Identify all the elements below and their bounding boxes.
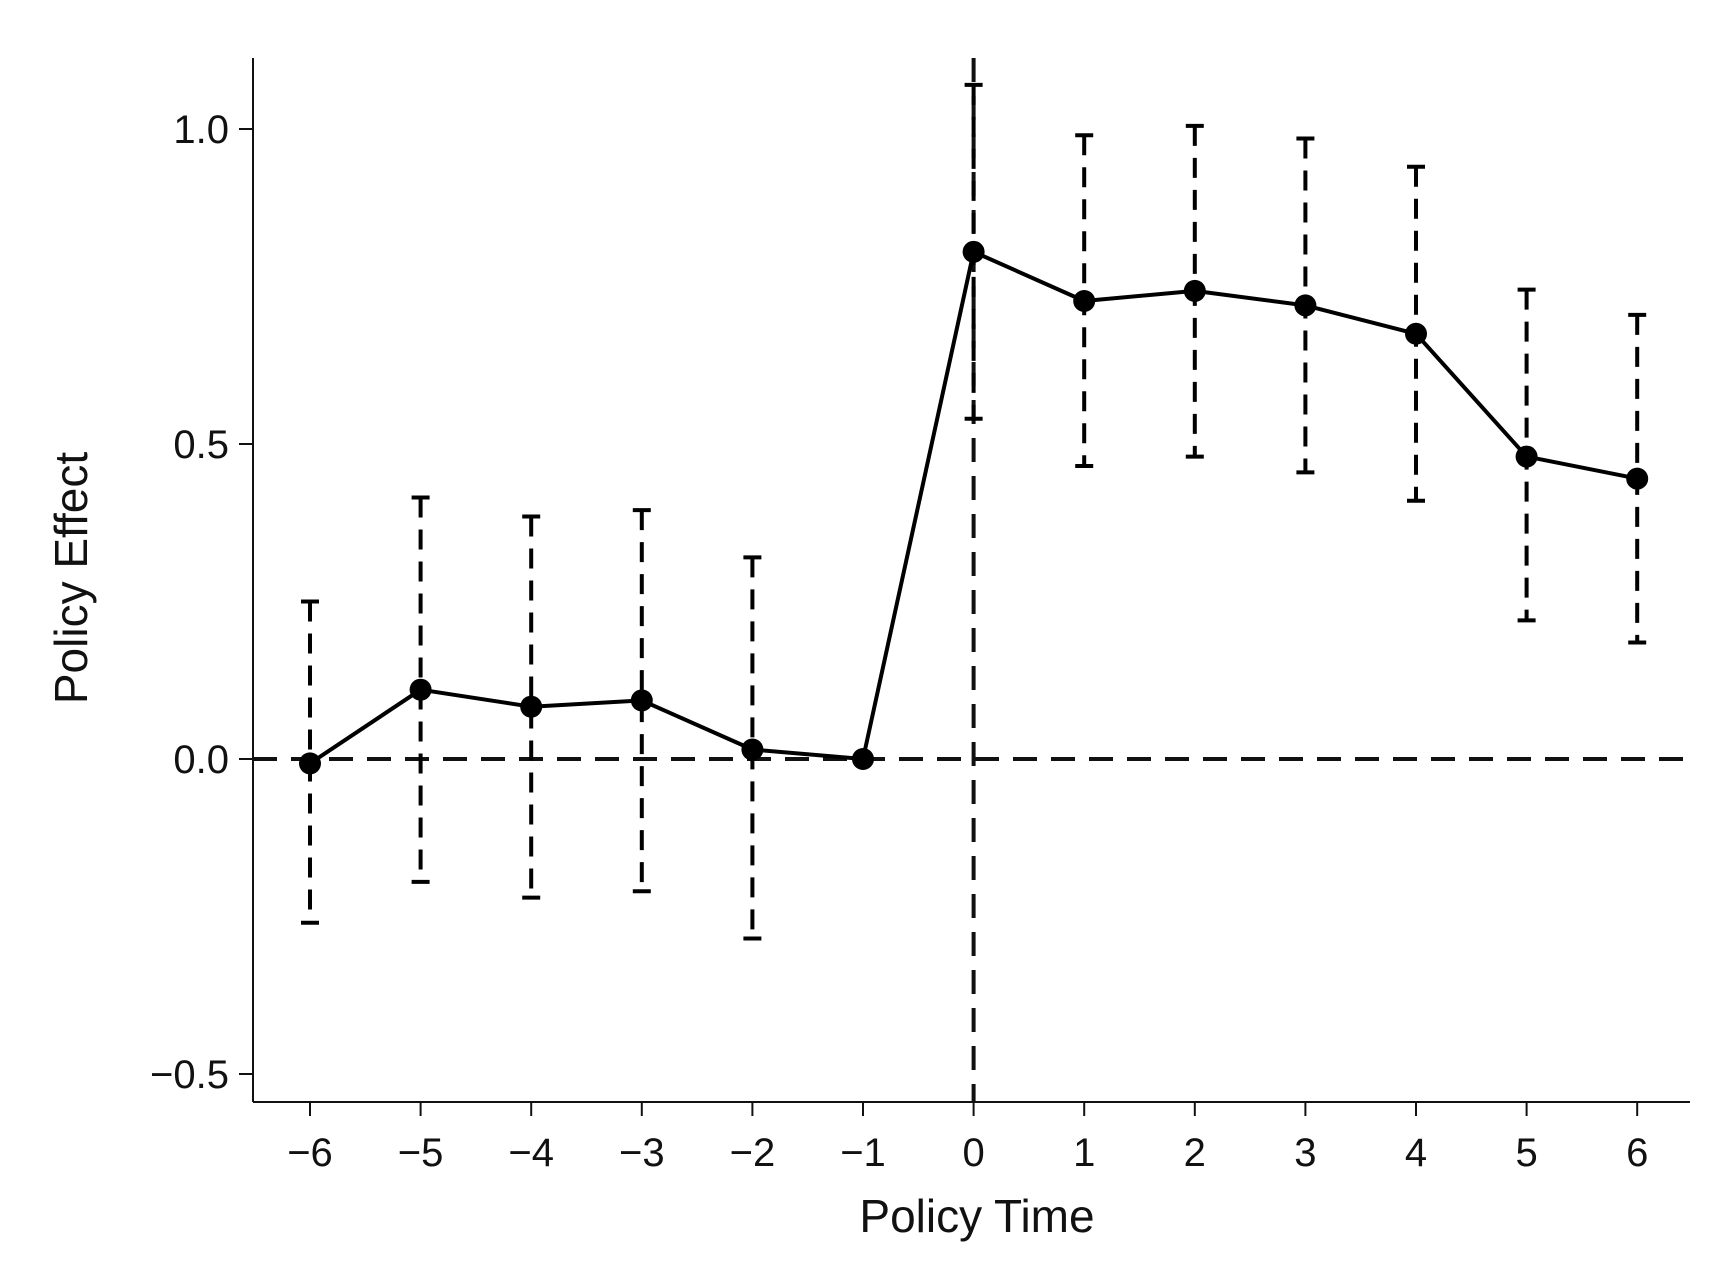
data-point <box>1183 279 1206 302</box>
data-point <box>852 748 874 770</box>
y-tick-label: 0.5 <box>173 423 229 467</box>
y-tick-label: −0.5 <box>150 1053 229 1097</box>
ticks: −0.5 0.0 0.5 1.0 −6 −5 −4 −3 −2 −1 0 1 2 3 4 5 6 <box>150 108 1648 1175</box>
data-point <box>962 240 985 263</box>
reference-lines <box>253 58 1690 1102</box>
x-tick-label: 2 <box>1184 1131 1206 1175</box>
data-point <box>1294 294 1317 317</box>
x-axis-label: Policy Time <box>859 1190 1094 1242</box>
data-points <box>299 240 1649 775</box>
x-tick-label: −4 <box>508 1131 554 1175</box>
x-tick-label: −3 <box>619 1131 665 1175</box>
data-point <box>299 752 321 775</box>
axes <box>252 58 1690 1103</box>
data-point <box>630 689 653 712</box>
data-point <box>409 678 432 701</box>
x-tick-label: −5 <box>398 1131 444 1175</box>
data-point <box>741 738 764 761</box>
x-tick-label: 5 <box>1515 1131 1537 1175</box>
y-tick-label: 0.0 <box>173 738 229 782</box>
y-axis-label: Policy Effect <box>45 452 97 704</box>
y-tick-label: 1.0 <box>173 108 229 152</box>
x-tick-label: 3 <box>1294 1131 1316 1175</box>
x-tick-label: 4 <box>1405 1131 1427 1175</box>
x-tick-label: 6 <box>1626 1131 1648 1175</box>
x-tick-label: −2 <box>730 1131 776 1175</box>
data-point <box>1073 289 1096 312</box>
data-point <box>1626 467 1649 490</box>
x-tick-label: −1 <box>840 1131 886 1175</box>
x-tick-label: 0 <box>962 1131 984 1175</box>
error-bars <box>301 82 1647 941</box>
data-point <box>1405 322 1427 345</box>
x-tick-label: 1 <box>1073 1131 1095 1175</box>
data-point <box>1515 445 1538 468</box>
x-tick-label: −6 <box>287 1131 333 1175</box>
data-point <box>520 695 543 718</box>
